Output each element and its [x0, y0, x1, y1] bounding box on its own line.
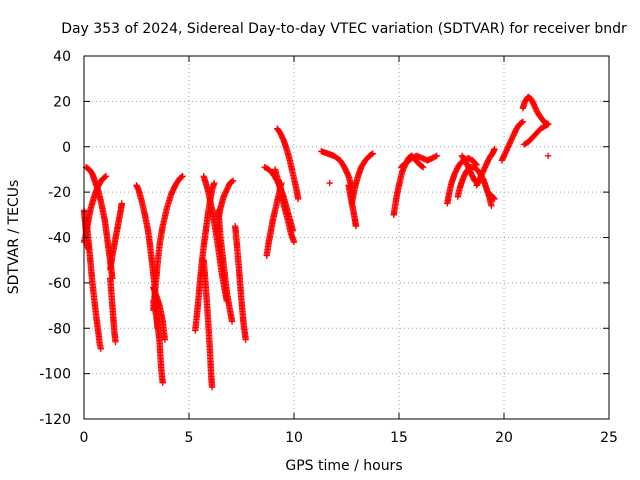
series-arc-29	[454, 163, 495, 209]
y-tick-label: 0	[62, 140, 71, 156]
series-arc-19	[271, 166, 298, 246]
x-tick-label: 20	[495, 430, 513, 446]
series-arc-4	[82, 163, 116, 282]
data-point	[101, 173, 109, 181]
data-point	[159, 379, 166, 386]
data-point	[211, 179, 218, 187]
data-point	[179, 173, 186, 180]
y-tick-label: -80	[48, 321, 71, 337]
series-arc-22	[318, 148, 355, 191]
y-tick-label: -40	[48, 231, 71, 247]
series-arc-32	[487, 191, 498, 203]
data-point	[418, 163, 426, 170]
data-point	[490, 194, 497, 201]
y-tick-label: -120	[39, 412, 71, 428]
series-arc-8	[150, 297, 166, 386]
y-tick-label: 20	[53, 94, 71, 110]
data-point	[229, 177, 237, 184]
series-arc-16	[232, 222, 249, 343]
x-axis-label: GPS time / hours	[285, 458, 402, 474]
data-point	[112, 338, 119, 346]
data-layer	[80, 93, 552, 391]
series-arc-31	[473, 145, 498, 189]
series-arc-21	[326, 179, 333, 187]
series-arc-6	[107, 200, 125, 273]
data-point	[326, 179, 333, 187]
x-tick-label: 10	[285, 430, 303, 446]
data-point	[433, 152, 440, 160]
series-arc-36	[544, 152, 552, 160]
x-tick-label: 0	[80, 430, 89, 446]
data-point	[543, 121, 551, 129]
series-arc-20	[274, 125, 302, 203]
data-point	[102, 173, 110, 180]
data-point	[161, 336, 169, 343]
data-point	[519, 118, 527, 125]
y-tick-label: 40	[53, 49, 71, 65]
grid-layer	[84, 56, 609, 419]
series-arc-15	[215, 207, 236, 325]
data-point	[208, 384, 216, 391]
series-arc-10	[150, 173, 186, 314]
data-point	[491, 145, 498, 153]
data-point	[97, 345, 104, 352]
series-arc-34	[519, 93, 552, 128]
series-arc-13	[200, 256, 216, 391]
x-tick-label: 5	[185, 430, 194, 446]
data-point	[419, 163, 427, 171]
y-tick-label: -20	[48, 185, 71, 201]
data-point	[242, 336, 249, 343]
data-point	[369, 150, 376, 157]
data-point	[228, 318, 236, 325]
data-point	[432, 153, 439, 160]
data-point	[118, 200, 125, 207]
tick-layer: -120 -100 -80 -60 -40 -20 0 20 40 0 5 10 15 20 25	[39, 49, 618, 446]
x-tick-label: 25	[600, 430, 618, 446]
y-tick-label: -60	[48, 276, 71, 292]
data-point	[228, 178, 236, 185]
data-point	[368, 151, 375, 158]
y-tick-label: -100	[39, 367, 71, 383]
y-axis-label: SDTVAR / TECUs	[6, 180, 22, 295]
series-arc-33	[498, 118, 527, 164]
series-arc-28	[444, 154, 480, 207]
series-arc-35	[520, 120, 552, 148]
series-arc-24	[348, 150, 376, 207]
data-point	[295, 195, 302, 203]
data-point	[352, 222, 360, 230]
data-point	[290, 238, 298, 246]
x-tick-label: 15	[390, 430, 408, 446]
data-point	[488, 202, 495, 209]
series-arc-27	[408, 152, 427, 171]
series-arc-5	[107, 275, 119, 346]
data-point	[491, 195, 498, 203]
data-point	[544, 152, 552, 160]
data-point	[544, 120, 552, 128]
data-point	[518, 119, 526, 126]
chart-title: Day 353 of 2024, Sidereal Day-to-day VTE…	[61, 21, 627, 37]
data-point	[178, 173, 185, 181]
